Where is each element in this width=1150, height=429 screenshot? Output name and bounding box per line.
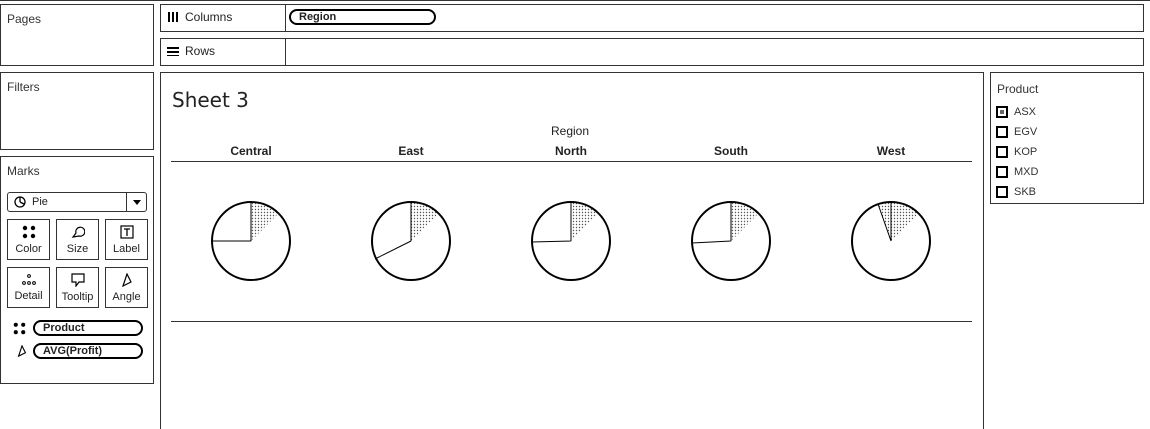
region-header-west: West [876,144,906,158]
rows-shelf[interactable]: Rows [160,38,1144,66]
rows-shelf-divider [285,39,286,65]
tooltip-button[interactable]: Tooltip [56,267,99,308]
bottom-divider [171,321,972,322]
region-header-south: South [714,144,748,158]
region-pill-label: Region [299,11,337,23]
legend-swatch-kop [996,146,1008,158]
legend-title: Product [997,82,1039,96]
region-column-pill[interactable]: Region [289,9,436,25]
size-icon [71,226,85,238]
filters-panel: Filters [0,72,154,150]
pie-south-dotted-slice[interactable] [731,201,759,241]
label-button-label: Label [113,242,140,255]
legend-item-skb[interactable]: SKB [996,186,1036,198]
detail-button[interactable]: Detail [7,267,50,308]
pie-east[interactable] [371,201,451,281]
pie-central[interactable] [211,201,291,281]
legend-label-mxd: MXD [1014,166,1039,178]
marks-title: Marks [7,164,40,178]
pie-west-dividers [877,202,892,242]
detail-button-label: Detail [14,289,43,302]
color-dots-icon [22,225,35,238]
pie-east-dotted-slice[interactable] [411,201,439,241]
legend-swatch-asx [996,106,1008,118]
legend-item-mxd[interactable]: MXD [996,166,1038,178]
columns-shelf[interactable]: Columns Region [160,4,1144,32]
avg-profit-pill-label: AVG(Profit) [43,345,103,357]
region-column-header: Region [551,124,590,138]
legend-label-asx: ASX [1014,106,1037,118]
legend-label-skb: SKB [1014,186,1037,198]
angle-button[interactable]: Angle [105,267,148,308]
marks-panel: Marks Pie Color Size Label Detail Toolti… [0,156,154,384]
mark-type-dropdown[interactable]: Pie [7,192,147,212]
region-header-east: East [398,144,424,158]
legend-item-asx[interactable]: ASX [996,106,1036,118]
avg-profit-angle-pill[interactable]: AVG(Profit) [33,343,143,359]
product-color-pill[interactable]: Product [33,320,143,336]
legend-swatch-skb [996,186,1008,198]
pie-charts [211,201,931,281]
pages-title: Pages [7,12,42,26]
region-header-north: North [555,144,587,158]
pie-central-dotted-slice[interactable] [251,201,279,241]
legend-label-egv: EGV [1014,126,1038,138]
pie-east-dividers [374,202,412,260]
color-button[interactable]: Color [7,219,50,260]
color-dots-icon [13,322,26,335]
pie-north[interactable] [531,201,611,281]
legend-swatch-mxd [996,166,1008,178]
pie-icon [14,196,26,208]
angle-button-label: Angle [112,290,141,303]
angle-icon [17,345,27,357]
sheet-view: Sheet 3 Region Central East North South … [160,72,984,429]
pie-north-dividers [531,202,572,243]
pie-south-dividers [691,202,732,244]
product-pill-label: Product [43,322,85,334]
label-button[interactable]: Label [105,219,148,260]
mark-type-label: Pie [32,196,48,208]
pie-west-dotted-slice[interactable] [878,201,919,241]
detail-dots-icon [21,273,36,285]
rows-icon [167,47,179,56]
columns-shelf-label: Columns [167,10,232,24]
region-header-central: Central [230,144,272,158]
columns-shelf-divider [285,5,286,31]
chevron-down-icon[interactable] [126,193,146,211]
pie-south[interactable] [691,201,771,281]
rows-shelf-label: Rows [167,44,215,58]
angle-icon [121,272,132,287]
pie-west[interactable] [851,201,931,281]
color-button-label: Color [15,242,42,255]
columns-label: Columns [185,10,233,24]
filters-title: Filters [7,80,40,94]
legend-item-kop[interactable]: KOP [996,146,1037,158]
product-legend: Product ASX EGV KOP MXD SKB [990,72,1144,204]
top-edge [0,0,1150,2]
sheet-title: Sheet 3 [172,88,249,112]
pie-central-dividers [212,202,252,242]
legend-label-kop: KOP [1014,146,1038,158]
size-button[interactable]: Size [56,219,99,260]
legend-item-egv[interactable]: EGV [996,126,1037,138]
columns-icon [168,12,178,22]
header-divider [171,161,972,162]
size-button-label: Size [66,242,89,255]
text-label-icon [119,224,134,239]
pages-panel: Pages [0,4,154,66]
legend-swatch-egv [996,126,1008,138]
rows-label: Rows [185,44,216,58]
tooltip-icon [70,272,85,287]
pie-north-dotted-slice[interactable] [571,201,599,241]
tooltip-button-label: Tooltip [61,290,94,303]
